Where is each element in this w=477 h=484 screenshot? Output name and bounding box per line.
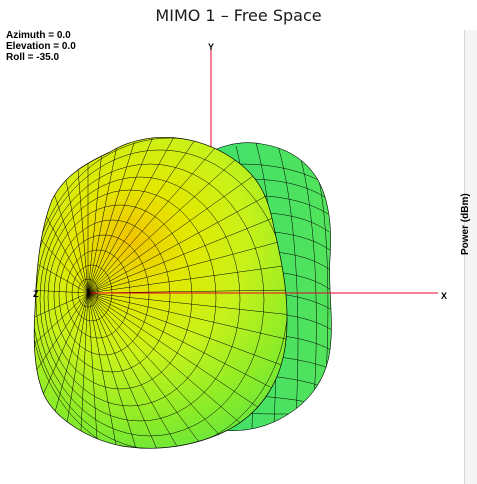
elevation-readout: Elevation = 0.0 <box>6 41 76 52</box>
mesh-grid <box>34 137 288 449</box>
z-axis-label: Z <box>33 289 39 299</box>
x-axis-label: X <box>441 291 447 301</box>
color-scale-label: Power (dBm) <box>460 193 471 255</box>
orientation-readout: Azimuth = 0.0 Elevation = 0.0 Roll = -35… <box>6 30 76 63</box>
roll-readout: Roll = -35.0 <box>6 52 60 63</box>
window-title: MIMO 1 – Free Space <box>155 6 322 25</box>
color-scale-bar <box>464 30 477 484</box>
azimuth-readout: Azimuth = 0.0 <box>6 30 71 41</box>
y-axis-label: Y <box>208 42 214 52</box>
